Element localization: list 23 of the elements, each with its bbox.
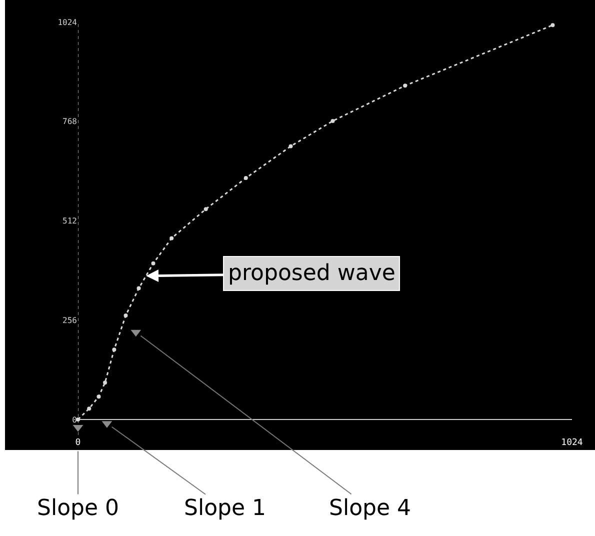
- point: [96, 394, 101, 399]
- point: [550, 23, 555, 28]
- annotation: Slope 1: [184, 496, 266, 521]
- point: [103, 380, 108, 385]
- point: [288, 144, 293, 148]
- point: [170, 236, 174, 240]
- point: [124, 313, 128, 318]
- point: [112, 348, 116, 352]
- point: [136, 286, 141, 290]
- annotation: Slope 4: [329, 496, 412, 521]
- point: [87, 406, 92, 411]
- point: [330, 118, 335, 123]
- y-tick-label: 512: [62, 216, 78, 226]
- point: [403, 84, 408, 88]
- y-tick-label: 1024: [58, 18, 78, 27]
- point: [151, 261, 156, 266]
- y-tick-label: 768: [62, 117, 78, 126]
- point: [204, 207, 208, 212]
- point: [244, 176, 248, 180]
- y-tick-label: 256: [62, 316, 78, 325]
- annotation: Slope 0: [37, 496, 120, 521]
- annotation: proposed wave: [228, 261, 396, 286]
- y-tick-label: 0: [72, 415, 78, 424]
